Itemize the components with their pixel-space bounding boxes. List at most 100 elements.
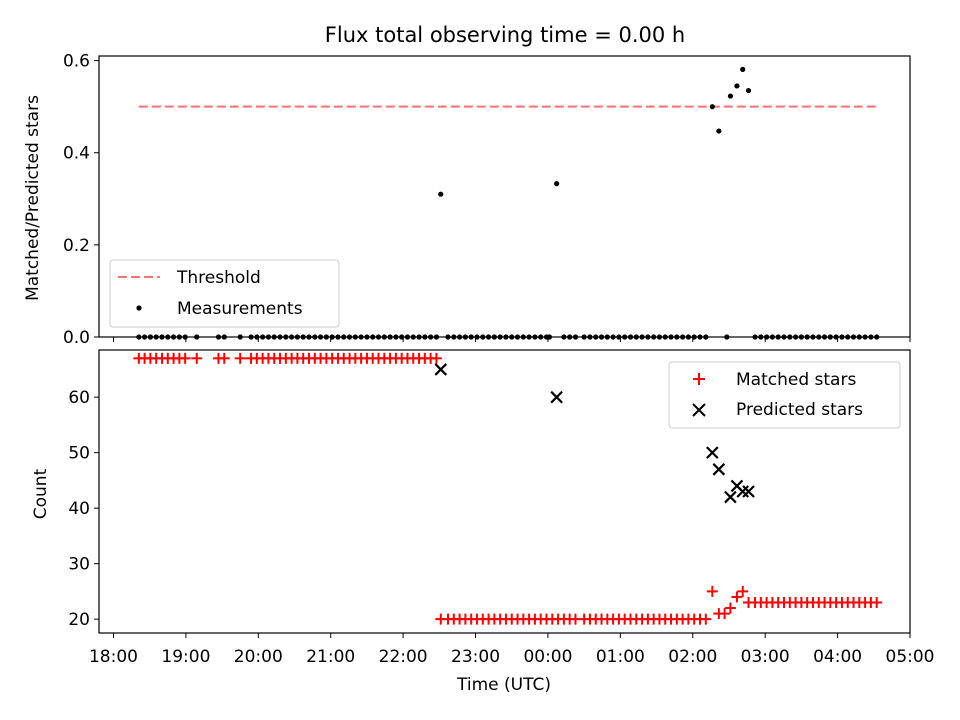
measurement-point <box>567 334 573 340</box>
measurement-point <box>734 83 740 89</box>
top-plot-area: 0.0 0.2 0.4 0.6 <box>63 52 911 348</box>
measurement-point <box>651 334 657 340</box>
measurement-point <box>727 93 734 99</box>
measurement-point <box>798 334 804 340</box>
measurement-point <box>153 334 159 340</box>
measurement-point <box>697 334 703 340</box>
measurement-point <box>165 334 171 340</box>
predicted-star-point <box>550 390 563 404</box>
matched-star-point <box>719 608 731 620</box>
x-tick-label: 03:00 <box>741 647 790 667</box>
measurement-point <box>680 334 686 340</box>
measurement-point <box>850 334 857 340</box>
measurement-point <box>497 334 503 340</box>
measurement-point <box>758 334 764 340</box>
measurement-point <box>604 334 610 340</box>
measurement-point <box>610 334 616 340</box>
measurement-point <box>428 334 434 340</box>
measurement-point <box>375 334 382 340</box>
measurement-point <box>554 181 560 187</box>
measurement-point <box>821 334 828 340</box>
measurement-point <box>787 334 793 340</box>
measurement-point <box>656 334 663 340</box>
legend-predicted-swatch <box>692 403 706 417</box>
measurement-point <box>289 334 295 340</box>
x-axis-label: Time (UTC) <box>456 675 551 695</box>
measurement-point <box>668 334 674 340</box>
measurement-point <box>633 334 639 340</box>
matched-star-point <box>234 352 246 364</box>
matched-star-point <box>179 352 191 364</box>
measurement-point <box>716 128 722 134</box>
bottom-y-axis-label: Count <box>31 468 51 519</box>
measurement-point <box>598 334 605 340</box>
measurement-point <box>685 334 692 340</box>
measurement-point <box>514 334 521 340</box>
measurement-point <box>194 334 200 340</box>
measurement-point <box>422 334 428 340</box>
top-y-axis-label: Matched/Predicted stars <box>23 95 43 301</box>
measurement-point <box>271 334 277 340</box>
bottom-y-tick-label: 20 <box>68 610 90 630</box>
measurement-point <box>265 334 272 340</box>
measurement-point <box>306 334 312 340</box>
top-y-tick-label: 0.0 <box>63 328 90 348</box>
measurement-point <box>764 334 770 340</box>
measurement-point <box>546 334 552 340</box>
legend-measurements-swatch <box>136 305 142 311</box>
measurement-point <box>215 334 222 340</box>
measurement-point <box>312 334 318 340</box>
matched-star-point <box>430 352 442 364</box>
measurement-point <box>170 334 177 340</box>
measurement-point <box>438 191 444 197</box>
predicted-star-point <box>742 485 755 498</box>
measurement-point <box>804 334 810 340</box>
measurement-point <box>283 334 289 340</box>
matched-star-point <box>218 352 230 364</box>
measurement-point <box>176 334 182 340</box>
measurement-point <box>752 334 758 340</box>
x-tick-label: 19:00 <box>161 647 210 667</box>
x-tick-label: 18:00 <box>89 647 138 667</box>
x-tick-label: 23:00 <box>451 647 500 667</box>
measurement-point <box>142 334 148 340</box>
bottom-y-tick-label: 50 <box>68 444 90 464</box>
measurement-point <box>839 334 845 340</box>
measurement-point <box>745 87 752 94</box>
measurement-point <box>856 334 862 340</box>
measurement-point <box>254 334 260 340</box>
measurement-point <box>480 334 486 340</box>
bottom-y-tick-label: 30 <box>68 555 90 575</box>
matched-star-point <box>871 596 883 608</box>
measurement-point <box>147 334 154 340</box>
measurement-point <box>462 334 468 340</box>
x-tick-label: 22:00 <box>379 647 428 667</box>
predicted-star-point <box>724 490 737 504</box>
bottom-legend-box <box>668 361 901 429</box>
measurement-point <box>627 334 634 340</box>
x-tick-label: 21:00 <box>306 647 355 667</box>
measurement-point <box>335 334 341 340</box>
measurement-point <box>410 334 416 340</box>
measurement-point <box>538 334 544 340</box>
bottom-plot-area: 20 30 40 50 60 18:00 19:00 20:00 21:00 22:00 23:00… <box>68 349 935 667</box>
measurement-point <box>645 334 651 340</box>
measurement-point <box>639 334 645 340</box>
measurement-point <box>136 334 142 340</box>
measurement-point <box>775 334 781 340</box>
matched-star-point <box>724 602 736 614</box>
measurement-point <box>769 334 776 340</box>
measurement-point <box>827 334 833 340</box>
measurement-point <box>237 334 243 340</box>
legend-predicted-label: Predicted stars <box>736 400 863 420</box>
measurement-point <box>874 334 880 340</box>
x-tick-label: 00:00 <box>523 647 572 667</box>
measurement-point <box>433 334 440 340</box>
legend-threshold-label: Threshold <box>176 268 261 288</box>
measurement-point <box>816 334 822 340</box>
measurement-point <box>317 334 324 340</box>
matched-star-point <box>191 352 203 364</box>
top-y-tick-label: 0.6 <box>63 52 90 72</box>
x-tick-label: 01:00 <box>596 647 645 667</box>
